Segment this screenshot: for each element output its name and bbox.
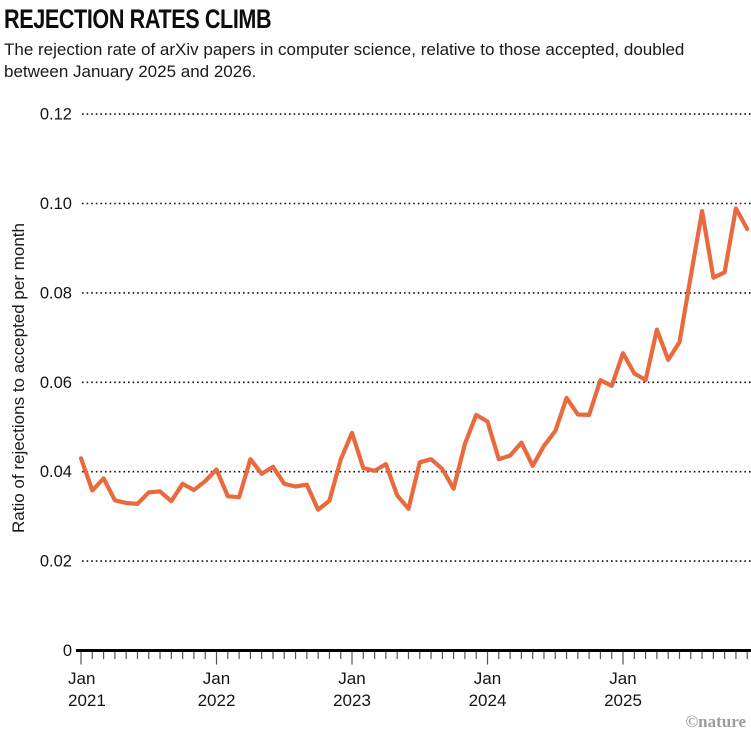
y-axis-label: Ratio of rejections to accepted per mont…	[9, 223, 28, 533]
svg-text:0: 0	[63, 642, 72, 660]
x-tick-labels: Jan 2021 Jan 2022 Jan 2023 Jan 2024 Jan 2025	[68, 669, 642, 710]
nature-credit: ©nature	[685, 712, 746, 731]
svg-text:2023: 2023	[333, 691, 371, 710]
svg-text:Jan: Jan	[609, 669, 636, 688]
svg-text:Jan: Jan	[203, 669, 230, 688]
svg-text:2024: 2024	[469, 691, 507, 710]
svg-text:0.04: 0.04	[40, 463, 72, 481]
svg-text:Jan: Jan	[338, 669, 365, 688]
rejection-ratio-line	[78, 206, 750, 512]
chart-title: REJECTION RATES CLIMB	[4, 4, 272, 34]
chart-subtitle: The rejection rate of arXiv papers in co…	[4, 40, 685, 82]
svg-text:0.10: 0.10	[40, 195, 72, 213]
svg-text:2025: 2025	[604, 691, 642, 710]
svg-text:0.08: 0.08	[40, 284, 72, 302]
svg-text:0.06: 0.06	[40, 374, 72, 392]
chart-header: REJECTION RATES CLIMB The rejection rate…	[4, 4, 744, 84]
svg-text:2022: 2022	[198, 691, 236, 710]
svg-text:0.12: 0.12	[40, 106, 72, 124]
svg-text:Jan: Jan	[68, 669, 95, 688]
y-tick-labels: 0 0.02 0.04 0.06 0.08 0.10 0.12	[40, 106, 72, 660]
svg-text:0.02: 0.02	[40, 553, 72, 571]
gridlines	[82, 113, 751, 562]
svg-text:2021: 2021	[68, 691, 106, 710]
x-axis	[76, 649, 751, 665]
svg-text:Jan: Jan	[474, 669, 501, 688]
